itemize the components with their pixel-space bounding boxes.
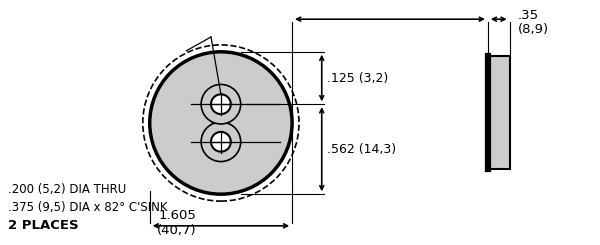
Text: .200 (5,2) DIA THRU: .200 (5,2) DIA THRU [8,183,127,196]
Circle shape [211,94,231,114]
Text: .35: .35 [518,9,539,22]
Text: (40,7): (40,7) [157,224,196,237]
Circle shape [201,122,241,161]
Text: .562 (14,3): .562 (14,3) [326,143,396,156]
Text: 1.605: 1.605 [158,209,196,222]
Text: .375 (9,5) DIA x 82° C'SINK: .375 (9,5) DIA x 82° C'SINK [8,200,168,214]
Circle shape [211,132,231,152]
Circle shape [201,85,241,124]
Text: .125 (3,2): .125 (3,2) [326,72,388,85]
Bar [488,56,509,170]
Circle shape [150,52,292,194]
Text: (8,9): (8,9) [518,23,548,36]
Text: 2 PLACES: 2 PLACES [8,219,79,232]
